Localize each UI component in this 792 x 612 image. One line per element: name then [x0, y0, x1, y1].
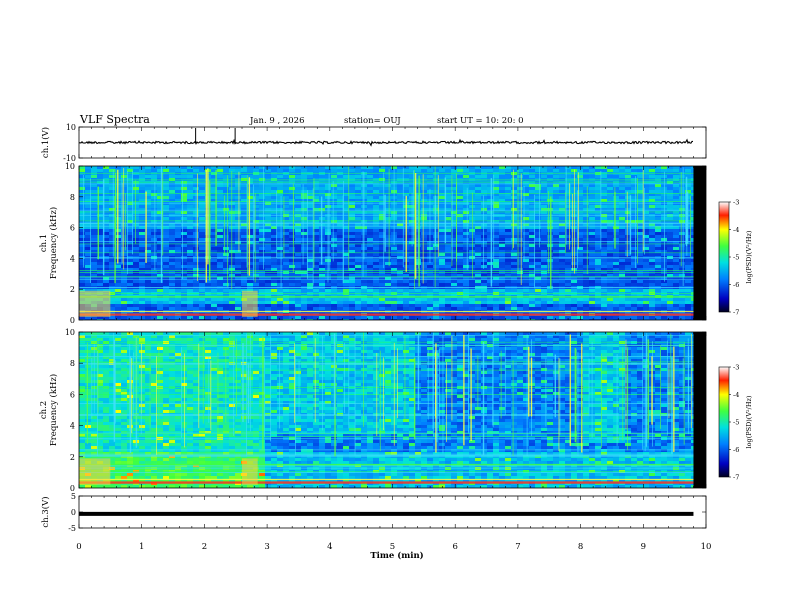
header-date: Jan. 9 , 2026: [249, 116, 305, 126]
ch3-waveform-panel: 5 0 -5 ch.3(V): [40, 492, 707, 533]
y-axis-label: Frequency (kHz): [48, 207, 59, 279]
y-tick-label: 0: [70, 484, 75, 493]
y-tick-label: 0: [71, 508, 76, 517]
x-tick-label: 0: [76, 542, 81, 552]
spectrogram-image: [79, 332, 706, 488]
y-tick-label: 10: [66, 123, 76, 132]
y-axis-label: Frequency (kHz): [48, 374, 59, 446]
y-tick-label: 2: [70, 285, 75, 294]
y-tick-label: 5: [71, 492, 76, 501]
time-axis: 0 1 2 3 4 5 6 7 8 9 10 Time (min): [76, 542, 711, 561]
ch2-colorbar: -3 -4 -5 -6 -7 log(PSD)(V²/Hz): [718, 364, 753, 482]
colorbar-tick-label: -7: [733, 474, 739, 482]
y-tick-label: 4: [70, 254, 75, 263]
colorbar-tick-label: -5: [733, 419, 739, 427]
colorbar-tick-label: -7: [733, 309, 739, 317]
ch1-colorbar: -3 -4 -5 -6 -7 log(PSD)(V²/Hz): [718, 199, 753, 317]
y-tick-label: 8: [70, 193, 75, 202]
x-axis-label: Time (min): [370, 550, 423, 561]
y-tick-label: 6: [70, 390, 75, 399]
colorbar-tick-label: -6: [733, 446, 739, 454]
colorbar-tick-label: -3: [733, 364, 739, 372]
y-tick-label: 8: [70, 359, 75, 368]
colorbar-tick-label: -4: [733, 391, 739, 399]
x-tick-label: 7: [515, 542, 520, 552]
y-tick-label: 0: [70, 316, 75, 325]
y-axis-label: ch.3(V): [40, 496, 51, 527]
colorbar-tick-label: -4: [733, 226, 739, 234]
y-tick-label: 6: [70, 224, 75, 233]
x-tick-label: 4: [327, 542, 332, 552]
spectrogram-image: [79, 166, 706, 320]
header-station: station= OUJ: [344, 116, 401, 126]
y-tick-label: 4: [70, 422, 75, 431]
ch1-waveform-panel: 10 -10 ch.1(V): [40, 123, 707, 163]
ch1-spectrogram-panel: 0 2 4 6 8 10 ch.1 Frequency (kHz): [39, 162, 707, 325]
colorbar-scale: [718, 201, 730, 313]
y-tick-label: 10: [65, 328, 75, 337]
x-tick-label: 1: [139, 542, 144, 552]
x-tick-label: 2: [202, 542, 207, 552]
chart-title: VLF Spectra: [79, 113, 150, 126]
y-tick-label: 2: [70, 453, 75, 462]
colorbar-tick-label: -6: [733, 281, 739, 289]
y-axis-label: ch.1(V): [40, 127, 51, 158]
y-tick-label: -5: [68, 524, 76, 533]
colorbar-label: log(PSD)(V²/Hz): [745, 230, 753, 283]
y-axis-label: ch.2: [39, 401, 49, 419]
colorbar-tick-label: -5: [733, 254, 739, 262]
colorbar-label: log(PSD)(V²/Hz): [745, 395, 753, 448]
header-start-time: start UT = 10: 20: 0: [437, 116, 524, 126]
x-tick-label: 8: [578, 542, 583, 552]
colorbar-scale: [718, 366, 730, 478]
colorbar-tick-label: -3: [733, 199, 739, 207]
x-tick-label: 10: [701, 542, 712, 552]
y-tick-label: -10: [63, 154, 76, 163]
ch1-trace: [79, 138, 693, 147]
x-tick-label: 5: [390, 542, 395, 552]
x-tick-label: 6: [452, 542, 457, 552]
x-tick-label: 3: [264, 542, 269, 552]
x-tick-label: 9: [641, 542, 646, 552]
y-axis-label: ch.1: [39, 234, 49, 252]
ch2-spectrogram-panel: 0 2 4 6 8 10 ch.2 Frequency (kHz): [39, 328, 707, 493]
y-tick-label: 10: [65, 162, 75, 171]
